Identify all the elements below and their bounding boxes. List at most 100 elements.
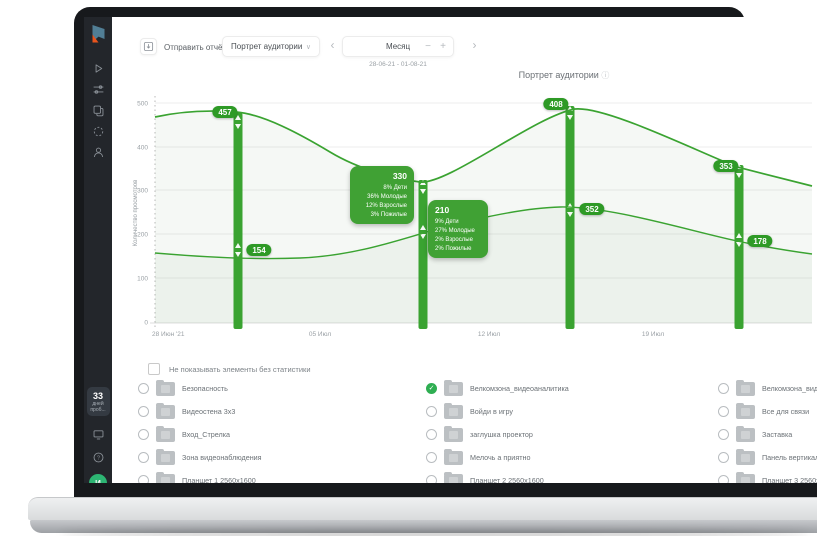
radio-button[interactable]: ✓: [426, 406, 437, 417]
list-item[interactable]: ✓ Велкомзона_видеоаналитика: [426, 379, 718, 396]
radio-button[interactable]: ✓: [718, 475, 729, 483]
radio-button[interactable]: ✓: [718, 383, 729, 394]
data-point-marker[interactable]: 408: [543, 98, 569, 110]
list-item[interactable]: ✓ Видеостена 3х3: [138, 402, 426, 419]
list-item-label: Войди в игру: [470, 407, 513, 416]
radio-button[interactable]: ✓: [426, 475, 437, 483]
tooltip-line: 12% Взрослые: [365, 202, 407, 209]
report-type-select[interactable]: Портрет аудитории ∨: [222, 36, 320, 57]
media-thumbnail: [736, 425, 755, 442]
data-point-marker[interactable]: 154: [246, 244, 272, 256]
sidebar-item-users[interactable]: [89, 144, 107, 162]
trial-badge[interactable]: 33 дней проб...: [86, 387, 110, 416]
info-icon[interactable]: ⓘ: [601, 71, 610, 80]
laptop-shadow: [60, 530, 810, 536]
x-tick: 28 Июн '21: [152, 331, 185, 338]
list-item[interactable]: ✓ Панель вертикальная внутр: [718, 448, 817, 465]
list-item-label: Велкомзона_видеоаналитика: [762, 384, 817, 393]
chart-tooltip: 210 9% Дети 27% Молодые 2% Взрослые 2% П…: [428, 200, 488, 258]
zoom-out-button[interactable]: −: [425, 41, 431, 52]
data-point-marker[interactable]: 352: [579, 203, 605, 215]
sidebar-item-play[interactable]: [89, 60, 107, 78]
data-point-marker[interactable]: 353: [713, 160, 739, 172]
media-thumbnail: [736, 471, 755, 483]
radio-button[interactable]: ✓: [138, 383, 149, 394]
tooltip-line: 27% Молодые: [435, 227, 475, 234]
radio-button[interactable]: ✓: [138, 475, 149, 483]
hide-empty-checkbox[interactable]: [148, 363, 160, 375]
selection-bar[interactable]: [565, 106, 575, 329]
sidebar-item-processing[interactable]: [89, 123, 107, 141]
media-thumbnail: [444, 402, 463, 419]
trial-label: проб...: [90, 407, 106, 413]
radio-button[interactable]: ✓: [426, 429, 437, 440]
series2-area: [155, 206, 812, 323]
list-item-label: Планшет 2 2560х1600: [470, 476, 544, 483]
list-item[interactable]: ✓ Планшет 1 2560х1600: [138, 471, 426, 483]
list-item[interactable]: ✓ Заставка: [718, 425, 817, 442]
list-item[interactable]: ✓ Велкомзона_видеоаналитика: [718, 379, 817, 396]
sidebar-item-reports[interactable]: [89, 102, 107, 120]
list-item-label: Безопасность: [182, 384, 228, 393]
radio-button[interactable]: ✓: [426, 452, 437, 463]
date-range-label: 28-06-21 - 01-08-21: [369, 61, 427, 68]
source-list: ✓ Безопасность ✓ Видеостена 3х3 ✓ Вход_С…: [138, 377, 817, 483]
radio-button[interactable]: ✓: [718, 452, 729, 463]
radio-button[interactable]: ✓: [718, 406, 729, 417]
chart-tooltip: 330 8% Дети 36% Молодые 12% Взрослые 3% …: [350, 166, 414, 224]
list-item-label: Вход_Стрелка: [182, 430, 230, 439]
radio-button[interactable]: ✓: [138, 406, 149, 417]
sidebar: 33 дней проб... ? И: [84, 17, 112, 483]
media-thumbnail: [444, 448, 463, 465]
list-item[interactable]: ✓ Мелочь а приятно: [426, 448, 718, 465]
tooltip-value: 210: [435, 205, 450, 215]
y-tick: 400: [137, 145, 148, 152]
prev-period-button[interactable]: ‹: [330, 38, 335, 52]
list-item[interactable]: ✓ Вход_Стрелка: [138, 425, 426, 442]
y-axis-label: Количество просмотров: [133, 180, 139, 247]
selection-bars[interactable]: [233, 106, 744, 329]
list-item[interactable]: ✓ Безопасность: [138, 379, 426, 396]
list-item-label: заглушка проектор: [470, 430, 533, 439]
selection-bar[interactable]: [233, 113, 243, 329]
list-item[interactable]: ✓ Планшет 2 2560х1600: [426, 471, 718, 483]
app-logo-icon[interactable]: [90, 24, 107, 46]
list-item[interactable]: ✓ Войди в игру: [426, 402, 718, 419]
radio-button[interactable]: ✓: [718, 429, 729, 440]
list-item-label: Видеостена 3х3: [182, 407, 236, 416]
radio-button[interactable]: ✓: [426, 383, 437, 394]
radio-button[interactable]: ✓: [138, 452, 149, 463]
y-tick: 0: [144, 320, 148, 327]
bar-arrow-icons: [235, 106, 742, 257]
media-thumbnail: [736, 402, 755, 419]
media-thumbnail: [444, 425, 463, 442]
period-select[interactable]: Месяц − +: [342, 36, 454, 57]
display-icon: [93, 429, 103, 439]
sidebar-item-help[interactable]: ?: [89, 449, 107, 467]
export-report-button[interactable]: [140, 38, 157, 55]
avatar[interactable]: И: [89, 474, 107, 483]
data-point-marker[interactable]: 457: [212, 106, 238, 118]
data-point-marker[interactable]: 178: [747, 235, 773, 247]
sidebar-item-settings[interactable]: [89, 81, 107, 99]
period-value: Месяц: [385, 42, 411, 51]
zoom-in-button[interactable]: +: [440, 41, 446, 52]
list-item[interactable]: ✓ Зона видеонаблюдения: [138, 448, 426, 465]
list-item[interactable]: ✓ Все для связи: [718, 402, 817, 419]
list-item[interactable]: ✓ Планшет 3 2560х1600: [718, 471, 817, 483]
list-item[interactable]: ✓ заглушка проектор: [426, 425, 718, 442]
selection-bar[interactable]: [418, 180, 428, 329]
tooltip-line: 8% Дети: [383, 184, 407, 191]
copy-icon: [93, 105, 103, 117]
y-tick: 300: [137, 188, 148, 195]
list-item-label: Велкомзона_видеоаналитика: [470, 384, 569, 393]
next-period-button[interactable]: ›: [472, 38, 477, 52]
send-report-button[interactable]: Отправить отчёт: [164, 43, 227, 52]
media-thumbnail: [156, 402, 175, 419]
media-thumbnail: [156, 471, 175, 483]
hide-empty-row: Не показывать элементы без статистики: [148, 363, 311, 375]
radio-button[interactable]: ✓: [138, 429, 149, 440]
y-tick: 500: [137, 101, 148, 108]
chart-title-text: Портрет аудитории: [518, 70, 599, 80]
sidebar-item-screens[interactable]: [89, 425, 107, 443]
